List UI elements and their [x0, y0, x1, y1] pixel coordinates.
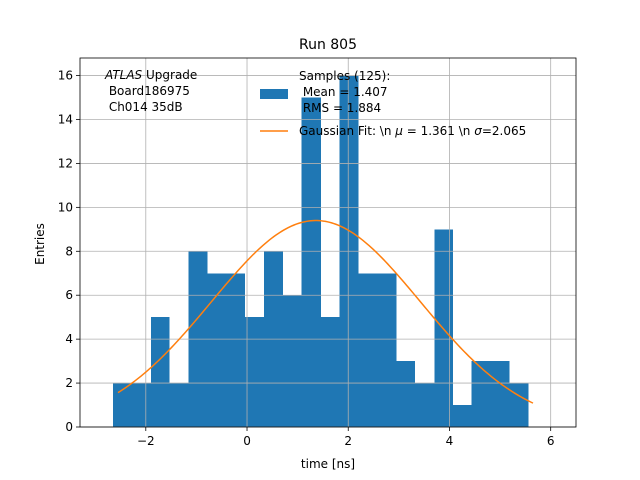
legend-fit-prefix: Gaussian Fit: \n [299, 124, 395, 138]
histogram-bar [282, 295, 302, 427]
legend-fit-mu: μ [394, 124, 403, 138]
x-tick-label: −2 [137, 434, 155, 448]
histogram-bar [112, 383, 132, 427]
histogram-bar [226, 273, 245, 427]
histogram-bar [169, 383, 189, 427]
y-tick-label: 16 [58, 69, 73, 83]
annotation-line-1: ATLAS Upgrade [104, 68, 197, 82]
legend-samples-rms: RMS = 1.884 [299, 101, 381, 115]
x-tick-label: 0 [243, 434, 251, 448]
y-axis-label: Entries [33, 223, 47, 265]
histogram-bar [415, 383, 435, 427]
legend-fit-mid: = 1.361 \n [403, 124, 474, 138]
annotation-channel: Ch014 35dB [105, 100, 183, 114]
legend-swatch-samples [260, 89, 288, 99]
chart-title: Run 805 [299, 37, 357, 53]
x-tick-label: 2 [344, 434, 352, 448]
legend-samples-mean: Mean = 1.407 [299, 85, 388, 99]
legend: Samples (125): Mean = 1.407 RMS = 1.884 … [260, 69, 526, 138]
histogram-bar [301, 97, 321, 428]
y-axis-ticks: 0 2 4 6 8 10 12 14 16 [58, 69, 80, 434]
histogram-bar [377, 273, 397, 427]
x-tick-label: 4 [446, 434, 454, 448]
y-tick-label: 8 [65, 244, 73, 258]
y-tick-label: 10 [58, 200, 73, 214]
plot-frame [79, 57, 577, 428]
atlas-label: ATLAS [104, 68, 143, 82]
legend-fit-label: Gaussian Fit: \n μ = 1.361 \n σ=2.065 [299, 124, 526, 138]
histogram-bar [320, 317, 340, 427]
y-tick-label: 0 [65, 420, 73, 434]
legend-samples-title: Samples (125): [299, 69, 390, 83]
fit-curve [117, 219, 534, 404]
upgrade-label: Upgrade [142, 68, 197, 82]
y-tick-label: 6 [65, 288, 73, 302]
x-tick-label: 6 [547, 434, 555, 448]
histogram-bar [396, 361, 416, 427]
y-tick-label: 14 [58, 113, 73, 127]
histogram-bar [150, 317, 170, 427]
histogram-bar [490, 361, 510, 427]
histogram-bar [453, 405, 472, 427]
legend-fit-suffix: =2.065 [482, 124, 526, 138]
x-axis-label: time [ns] [301, 457, 355, 471]
histogram-bar [509, 383, 529, 427]
histogram-bar [358, 273, 378, 427]
y-tick-label: 4 [65, 332, 73, 346]
axes-frame [79, 57, 577, 428]
histogram-bar [471, 361, 491, 427]
y-tick-label: 12 [58, 156, 73, 170]
legend-fit-sigma: σ [474, 124, 482, 138]
annotation-board: Board186975 [105, 84, 190, 98]
x-axis-ticks: −2 0 2 4 6 [137, 427, 555, 448]
histogram-bar [244, 317, 265, 427]
histogram-bar [207, 273, 227, 427]
gaussian-fit [117, 219, 534, 404]
y-tick-label: 2 [65, 376, 73, 390]
histogram-bar [131, 383, 151, 427]
atlas-annotation: ATLAS Upgrade Board186975 Ch014 35dB [104, 68, 197, 114]
